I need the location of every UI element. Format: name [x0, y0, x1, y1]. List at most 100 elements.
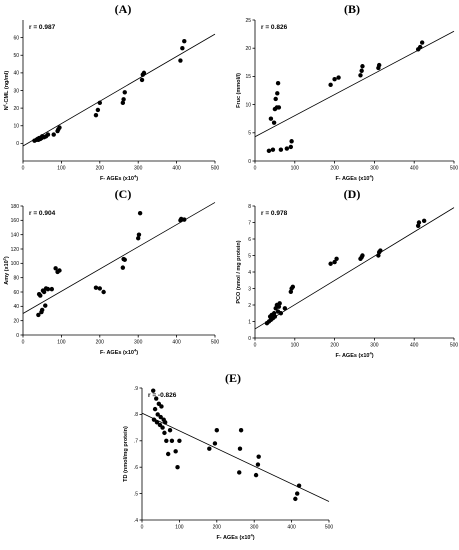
data-point	[38, 293, 43, 298]
data-point	[378, 248, 383, 253]
data-point	[415, 223, 421, 228]
y-tick-label: 25	[245, 18, 251, 24]
x-tick-label: 400	[410, 166, 419, 172]
data-point	[175, 465, 180, 470]
y-tick-label: 180	[11, 204, 20, 210]
x-axis-label-end: )	[136, 350, 138, 356]
x-tick-label: 300	[134, 166, 143, 172]
data-point	[416, 220, 422, 225]
y-tick-label: 40	[13, 304, 19, 310]
data-point	[162, 430, 167, 436]
x-tick-label: 200	[213, 525, 222, 531]
x-tick-label: 100	[291, 343, 300, 349]
data-point	[169, 438, 175, 443]
x-tick-label: 300	[134, 340, 143, 346]
x-axis-label-sup: 4	[369, 351, 372, 356]
data-point	[277, 301, 282, 306]
x-axis-label-end: )	[136, 176, 138, 182]
y-tick-label: .5	[134, 491, 138, 497]
panel-title: (B)	[344, 2, 360, 16]
data-point	[275, 91, 280, 96]
x-tick-label: 0	[254, 166, 257, 172]
correlation-annotation: r = 0.904	[29, 210, 56, 217]
panel-title: (E)	[225, 371, 241, 385]
data-point	[376, 253, 381, 258]
y-tick-label: 10	[13, 124, 19, 130]
data-point	[122, 90, 127, 95]
data-point	[289, 139, 294, 144]
y-tick-label: 7	[248, 220, 251, 226]
data-point	[97, 286, 103, 291]
data-point	[93, 285, 99, 290]
x-tick-label: 200	[330, 166, 339, 172]
data-point	[288, 144, 294, 150]
data-point	[177, 438, 182, 443]
data-point	[152, 406, 158, 412]
x-tick-label: 100	[57, 166, 66, 172]
data-point	[121, 97, 126, 102]
x-tick-label: 200	[330, 343, 339, 349]
y-tick-label: 0	[248, 336, 251, 342]
y-tick-label: 2	[248, 303, 251, 309]
y-axis-label-end: )	[4, 256, 10, 258]
data-point	[421, 218, 427, 224]
data-point	[268, 116, 274, 121]
x-axis-label-main: F- AGEs (x10	[335, 176, 369, 182]
data-point	[120, 265, 126, 270]
y-tick-label: 0	[16, 141, 19, 147]
data-point	[158, 414, 163, 420]
data-point	[36, 312, 41, 318]
data-point	[336, 75, 341, 80]
x-axis-label-main: F- AGEs (x10	[100, 350, 134, 356]
data-point	[255, 462, 261, 467]
x-axis-label-main: F- AGEs (x10	[216, 535, 250, 541]
y-tick-label: 0	[16, 333, 19, 339]
y-tick-label: 6	[248, 237, 251, 243]
data-point	[151, 388, 156, 393]
y-axis-label: PCO (nmol / mg protein)	[236, 240, 242, 303]
y-tick-label: .9	[134, 386, 138, 392]
data-point	[358, 73, 363, 78]
data-point	[101, 289, 106, 295]
data-point	[332, 259, 337, 265]
correlation-annotation: r = 0.978	[261, 210, 288, 217]
y-axis-label: TD (nmol/mg protein)	[123, 426, 129, 482]
data-point	[278, 311, 284, 316]
data-point	[136, 232, 142, 237]
x-axis-label-sup: 4	[369, 174, 372, 179]
data-point	[41, 289, 47, 295]
regression-line	[254, 30, 455, 138]
y-axis-label-main: PCO (nmol / mg protein)	[236, 240, 242, 303]
x-tick-label: 300	[370, 166, 379, 172]
y-tick-label: 50	[13, 53, 19, 59]
data-point	[271, 311, 277, 316]
x-tick-label: 400	[172, 340, 181, 346]
data-point	[238, 428, 244, 433]
data-point	[288, 289, 294, 294]
axis-lines	[22, 206, 215, 336]
x-tick-label: 300	[370, 343, 379, 349]
y-axis-label-main: Amy (x10	[4, 260, 10, 284]
data-point	[328, 82, 333, 88]
x-tick-label: 200	[96, 166, 105, 172]
y-tick-label: 10	[245, 102, 251, 108]
y-tick-label: 1	[248, 319, 251, 325]
data-point	[360, 64, 365, 69]
data-point	[359, 68, 364, 73]
x-tick-label: 300	[250, 525, 259, 531]
y-tick-label: 15	[245, 74, 251, 80]
x-tick-label: 500	[450, 343, 459, 349]
x-tick-label: 0	[254, 343, 257, 349]
data-point	[154, 420, 160, 425]
data-point	[290, 284, 296, 290]
data-point	[256, 454, 261, 459]
data-point	[95, 107, 101, 113]
panel-title: (C)	[115, 187, 132, 201]
x-axis-label-end: )	[372, 176, 374, 182]
regression-line	[141, 412, 330, 502]
x-axis-label-main: F- AGEs (x10	[100, 176, 134, 182]
y-axis-label-main: Fruc (mmol/l)	[236, 73, 242, 108]
y-tick-label: 100	[11, 261, 20, 267]
data-point	[237, 446, 243, 451]
